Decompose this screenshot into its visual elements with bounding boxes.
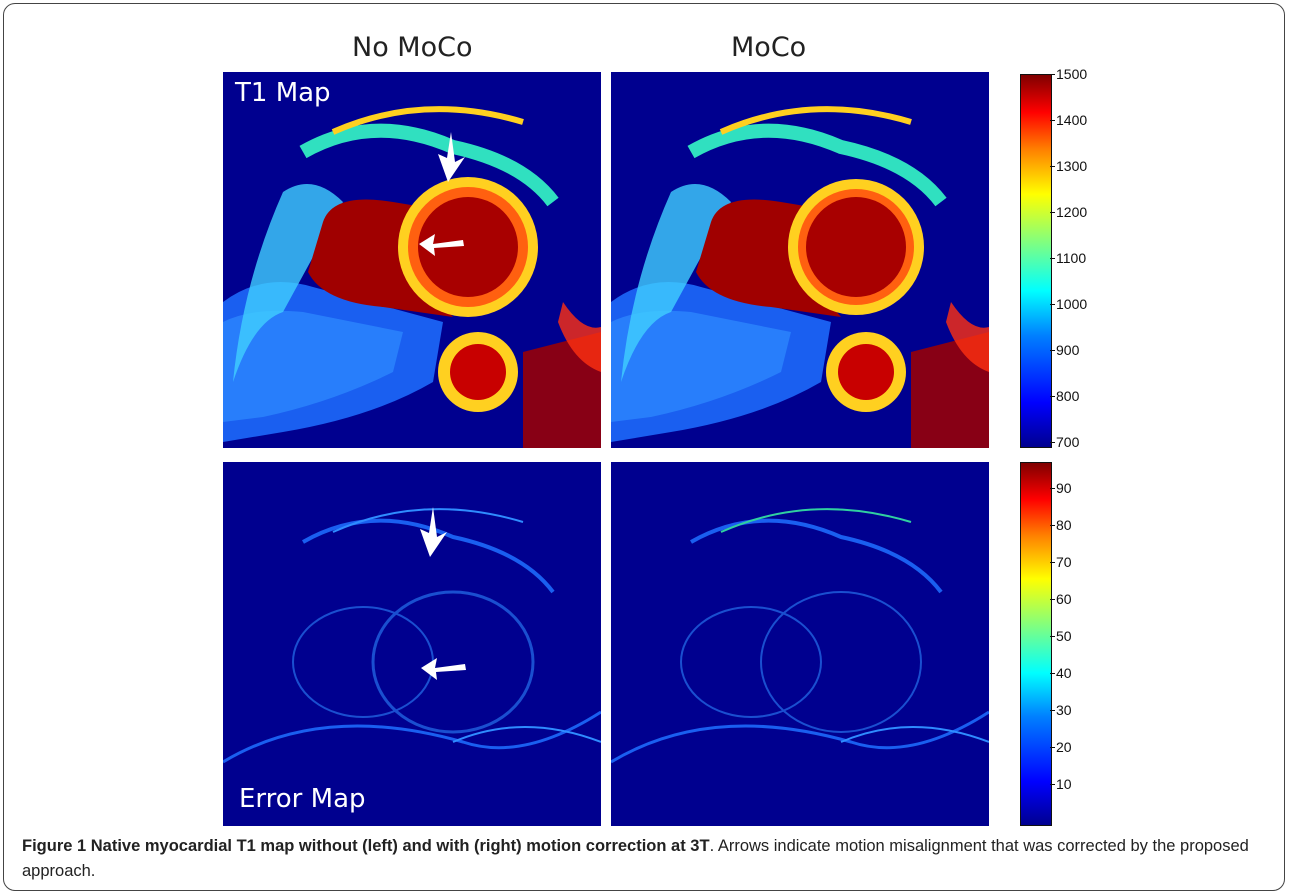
t1-tick-label: 900 [1049, 342, 1080, 358]
col-title-no-moco: No MoCo [352, 32, 473, 63]
error-tick-label: 50 [1050, 628, 1072, 644]
t1-tick-label: 700 [1049, 434, 1080, 450]
error-tick-label: 40 [1050, 665, 1072, 681]
col-title-moco: MoCo [731, 32, 807, 63]
error-tick-label: 30 [1050, 702, 1072, 718]
caption-text: . Arrows indicate motion misalignment th… [22, 837, 1249, 880]
error-map-no-moco-image: Error Map [223, 462, 601, 826]
error-tick-label: 90 [1050, 480, 1072, 496]
t1-tick-label: 1100 [1049, 250, 1087, 266]
t1-map-moco-image [611, 72, 989, 448]
row-label-error-map: Error Map [239, 784, 366, 814]
error-tick-label: 70 [1050, 554, 1072, 570]
error-tick-label: 80 [1050, 517, 1072, 533]
error-map-moco-image [611, 462, 989, 826]
t1-map-no-moco-image: T1 Map [223, 72, 601, 448]
figure-frame: No MoCo MoCo T1 Map [3, 3, 1285, 891]
t1-tick-label: 1000 [1049, 296, 1088, 312]
t1-colorbar [1020, 74, 1052, 448]
error-tick-label: 10 [1050, 776, 1072, 792]
t1-tick-label: 1300 [1049, 158, 1088, 174]
t1-tick-label: 1200 [1049, 204, 1088, 220]
figure-caption: Figure 1 Native myocardial T1 map withou… [22, 834, 1272, 884]
caption-title: Figure 1 Native myocardial T1 map withou… [22, 837, 710, 855]
error-tick-label: 20 [1050, 739, 1072, 755]
t1-tick-label: 800 [1049, 388, 1080, 404]
t1-tick-label: 1500 [1049, 66, 1088, 82]
error-tick-label: 60 [1050, 591, 1072, 607]
error-colorbar [1020, 462, 1052, 826]
t1-tick-label: 1400 [1049, 112, 1088, 128]
row-label-t1-map: T1 Map [235, 78, 331, 108]
